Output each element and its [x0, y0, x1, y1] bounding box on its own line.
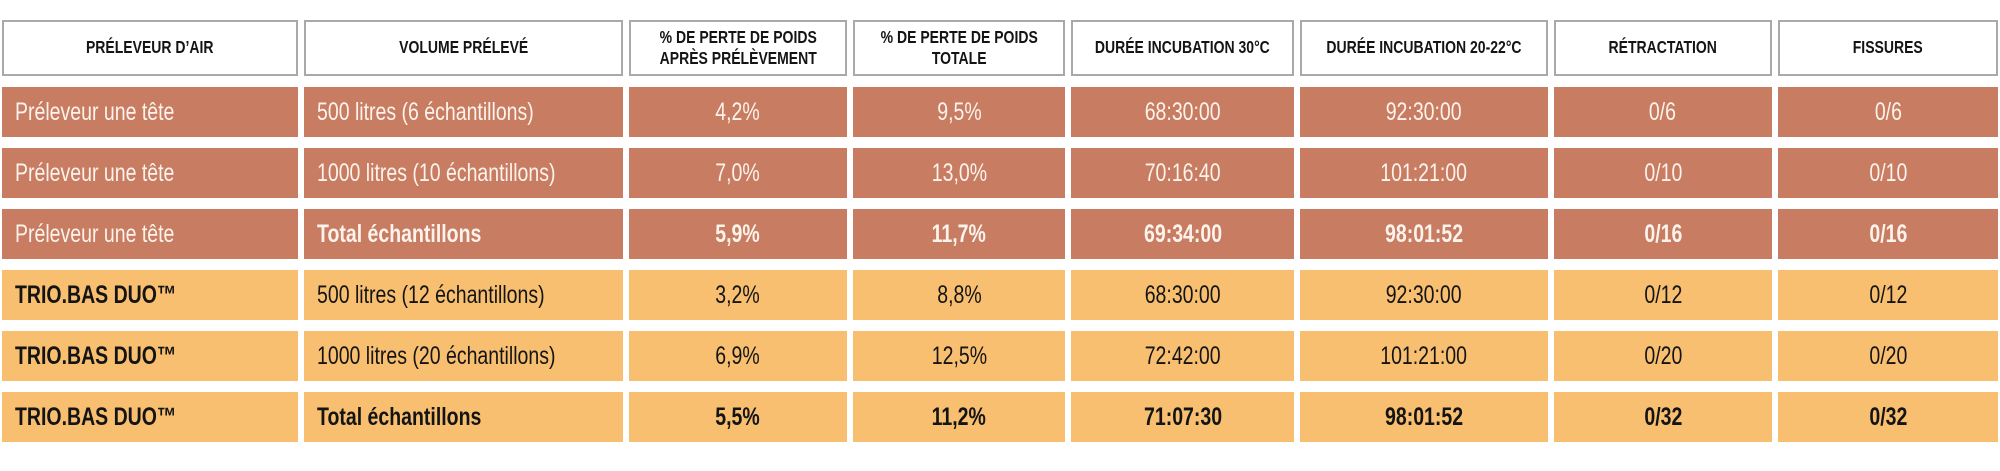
- column-header-label: APRÈS PRÉLÈVEMENT: [659, 48, 817, 68]
- table-cell: 0/16: [1777, 209, 1998, 259]
- column-header-label: TOTALE: [931, 48, 987, 68]
- table-cell: 3,2%: [628, 270, 847, 320]
- column-header-label: VOLUME PRÉLEVÉ: [398, 37, 528, 58]
- table-cell: 12,5%: [852, 331, 1066, 381]
- table-cell: 0/6: [1553, 87, 1772, 137]
- table-cell: 500 litres (6 échantillons): [303, 87, 623, 137]
- table-cell: 0/12: [1777, 270, 1998, 320]
- table-cell: 8,8%: [852, 270, 1066, 320]
- column-header-label: FISSURES: [1852, 37, 1923, 58]
- table-cell: 0/32: [1777, 392, 1998, 442]
- column-header-label: DURÉE INCUBATION 20-22°C: [1326, 37, 1522, 58]
- table-cell: Total échantillons: [303, 209, 623, 259]
- column-header-label: % DE PERTE DE POIDS: [659, 26, 817, 47]
- table-cell: 68:30:00: [1071, 87, 1294, 137]
- table-cell: 101:21:00: [1299, 331, 1548, 381]
- table-cell: 68:30:00: [1071, 270, 1294, 320]
- column-header-preleveur-dair: PRÉLEVEUR D’AIR: [2, 20, 298, 76]
- table-cell: 5,5%: [628, 392, 847, 442]
- column-header-retractation: RÉTRACTATION: [1553, 20, 1772, 76]
- table-cell: 0/20: [1553, 331, 1772, 381]
- table-cell: 11,2%: [852, 392, 1066, 442]
- table-cell: 70:16:40: [1071, 148, 1294, 198]
- column-header-duree-incubation-30c: DURÉE INCUBATION 30°C: [1071, 20, 1294, 76]
- column-header-label: DURÉE INCUBATION 30°C: [1095, 37, 1270, 58]
- column-header-label: PRÉLEVEUR D’AIR: [86, 37, 214, 58]
- column-header-fissures: FISSURES: [1777, 20, 1998, 76]
- column-header-label: % DE PERTE DE POIDS: [880, 26, 1038, 47]
- table-cell: 0/10: [1777, 148, 1998, 198]
- table-cell: 92:30:00: [1299, 87, 1548, 137]
- table-cell: Préleveur une tête: [2, 209, 298, 259]
- table-cell: 1000 litres (20 échantillons): [303, 331, 623, 381]
- column-header-perte-totale: % DE PERTE DE POIDS TOTALE: [852, 20, 1066, 76]
- table-cell: 92:30:00: [1299, 270, 1548, 320]
- table-cell: 101:21:00: [1299, 148, 1548, 198]
- table-cell: 0/16: [1553, 209, 1772, 259]
- column-header-perte-apres-prelevement: % DE PERTE DE POIDS APRÈS PRÉLÈVEMENT: [628, 20, 847, 76]
- table-cell: 9,5%: [852, 87, 1066, 137]
- table-cell: 71:07:30: [1071, 392, 1294, 442]
- table-cell: 0/12: [1553, 270, 1772, 320]
- column-header-volume-preleve: VOLUME PRÉLEVÉ: [303, 20, 623, 76]
- table-cell: 4,2%: [628, 87, 847, 137]
- table-cell: TRIO.BAS DUO™: [2, 331, 298, 381]
- table-cell: 72:42:00: [1071, 331, 1294, 381]
- table-cell: 1000 litres (10 échantillons): [303, 148, 623, 198]
- table-cell: TRIO.BAS DUO™: [2, 270, 298, 320]
- table-cell: 13,0%: [852, 148, 1066, 198]
- table-cell: Préleveur une tête: [2, 148, 298, 198]
- table-cell: 0/20: [1777, 331, 1998, 381]
- table-cell: 7,0%: [628, 148, 847, 198]
- table-cell: 6,9%: [628, 331, 847, 381]
- column-header-label: RÉTRACTATION: [1608, 37, 1718, 58]
- table-cell: 69:34:00: [1071, 209, 1294, 259]
- table-cell: 0/32: [1553, 392, 1772, 442]
- table-cell: 11,7%: [852, 209, 1066, 259]
- table-cell: TRIO.BAS DUO™: [2, 392, 298, 442]
- table-cell: Préleveur une tête: [2, 87, 298, 137]
- table-cell: 98:01:52: [1299, 209, 1548, 259]
- table-cell: Total échantillons: [303, 392, 623, 442]
- table-cell: 98:01:52: [1299, 392, 1548, 442]
- table-cell: 0/10: [1553, 148, 1772, 198]
- column-header-duree-incubation-20-22c: DURÉE INCUBATION 20-22°C: [1299, 20, 1548, 76]
- table-cell: 5,9%: [628, 209, 847, 259]
- table-cell: 500 litres (12 échantillons): [303, 270, 623, 320]
- table-cell: 0/6: [1777, 87, 1998, 137]
- results-table: PRÉLEVEUR D’AIR VOLUME PRÉLEVÉ % DE PERT…: [2, 20, 1998, 442]
